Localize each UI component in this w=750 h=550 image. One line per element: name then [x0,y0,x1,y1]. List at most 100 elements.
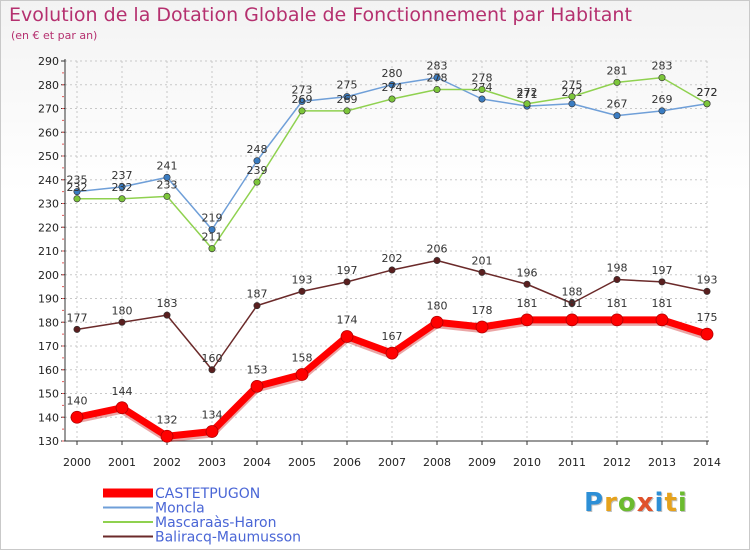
data-label: 140 [67,394,88,407]
data-point [475,320,489,334]
data-label: 283 [652,60,673,73]
data-point [115,401,129,415]
data-point [253,302,261,310]
legend-label: Mascaraàs-Haron [155,515,276,531]
x-tick-label: 2005 [288,456,316,469]
data-point [568,299,576,307]
data-point [433,86,441,94]
x-tick-label: 2006 [333,456,361,469]
data-label: 278 [472,72,493,85]
data-label: 196 [517,266,538,279]
data-point [253,178,261,186]
data-label: 269 [652,93,673,106]
x-tick-label: 2004 [243,456,271,469]
data-point [385,346,399,360]
data-point [208,245,216,253]
chart-title: Evolution de la Dotation Globale de Fonc… [9,4,632,26]
y-tick-label: 270 [38,103,59,116]
data-point [523,100,531,108]
y-tick-label: 210 [38,245,59,258]
y-tick-label: 170 [38,340,59,353]
data-label: 235 [67,174,88,187]
data-label: 272 [697,86,718,99]
data-point [613,78,621,86]
data-point [118,195,126,203]
data-label: 178 [472,304,493,317]
data-label: 153 [247,363,268,376]
x-tick-label: 2003 [198,456,226,469]
y-tick-label: 220 [38,221,59,234]
data-point [343,107,351,115]
data-point [613,112,621,120]
data-label: 271 [517,88,538,101]
data-point [430,315,444,329]
data-label: 180 [112,304,133,317]
data-point [250,379,264,393]
y-tick-label: 150 [38,388,59,401]
data-label: 181 [517,297,538,310]
data-point [520,313,534,327]
data-label: 201 [472,254,493,267]
data-label: 134 [202,409,223,422]
data-point [298,287,306,295]
y-tick-label: 230 [38,198,59,211]
data-point [343,93,351,101]
x-tick-label: 2013 [648,456,676,469]
series-mascaraas-haron: 232 232 233 211 239 269 269 274 278 278 272 275 281 2… [67,60,718,253]
data-point [703,100,711,108]
x-tick-label: 2009 [468,456,496,469]
data-point [208,366,216,374]
data-point [163,173,171,181]
logo-letter: x [636,488,655,518]
data-point [118,183,126,191]
y-tick-label: 250 [38,150,59,163]
logo-letter: t [664,488,678,518]
data-label: 174 [337,314,358,327]
logo-text: Proxiti [584,488,688,518]
x-tick-label: 2010 [513,456,541,469]
data-label: 267 [607,98,628,111]
data-point [73,188,81,196]
x-tick-label: 2012 [603,456,631,469]
data-label: 177 [67,311,88,324]
data-point [613,275,621,283]
data-label: 280 [382,67,403,80]
data-label: 206 [427,243,448,256]
data-point [388,81,396,89]
data-label: 269 [337,93,358,106]
data-point [205,425,219,438]
x-tick-label: 2008 [423,456,451,469]
data-label: 272 [697,86,718,99]
y-tick-label: 200 [38,269,59,282]
data-point [478,95,486,103]
data-label: 219 [202,212,223,225]
data-point [160,429,174,443]
data-label: 181 [652,297,673,310]
data-point [295,368,309,381]
data-point [565,313,579,327]
data-point [433,74,441,82]
data-point [253,157,261,165]
series-baliracq-maumusson: 177 180 183 160 187 193 197 202 206 201 196 188 198 1… [67,243,718,374]
legend-item-moncla: Moncla [103,501,205,517]
data-label: 202 [382,252,403,265]
data-label: 187 [247,288,268,301]
legend-label: CASTETPUGON [155,486,260,502]
data-point [703,287,711,295]
y-tick-label: 260 [38,126,59,139]
data-point [73,325,81,333]
logo-letter: P [584,488,605,518]
data-label: 239 [247,164,268,177]
data-label: 232 [67,181,88,194]
y-tick-label: 190 [38,293,59,306]
data-point [658,107,666,115]
data-label: 180 [427,299,448,312]
data-label: 181 [607,297,628,310]
data-label: 232 [112,181,133,194]
logo-letter: o [617,488,637,518]
data-point [70,410,84,424]
logo-letter: r [604,488,618,518]
data-point [388,95,396,103]
